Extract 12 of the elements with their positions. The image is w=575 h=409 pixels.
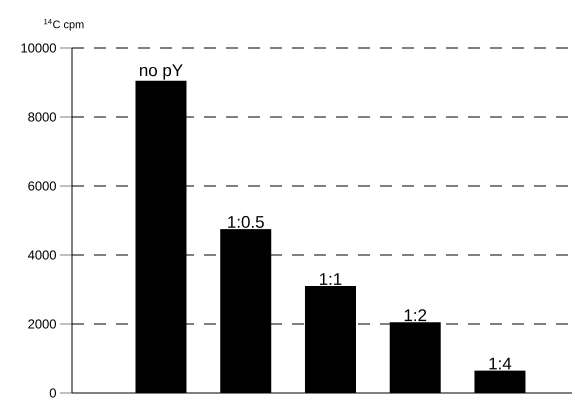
y-tick-label: 10000	[21, 43, 56, 53]
y-tick-label: 2000	[28, 319, 56, 329]
y-tick-label: 6000	[28, 181, 56, 191]
x-tick-label: 1:4	[489, 358, 512, 370]
y-axis-title: $^{14}$C cpm	[44, 18, 84, 30]
x-tick-label: 1:0.5	[228, 216, 264, 228]
x-tick-label: 1:1	[320, 273, 342, 285]
x-tick-label: no pY	[140, 64, 183, 80]
y-tick-label: 8000	[28, 112, 56, 122]
y-tick-label: 0	[50, 388, 56, 398]
x-tick-label: 1:2	[404, 309, 426, 322]
y-tick-label: 4000	[28, 250, 56, 260]
